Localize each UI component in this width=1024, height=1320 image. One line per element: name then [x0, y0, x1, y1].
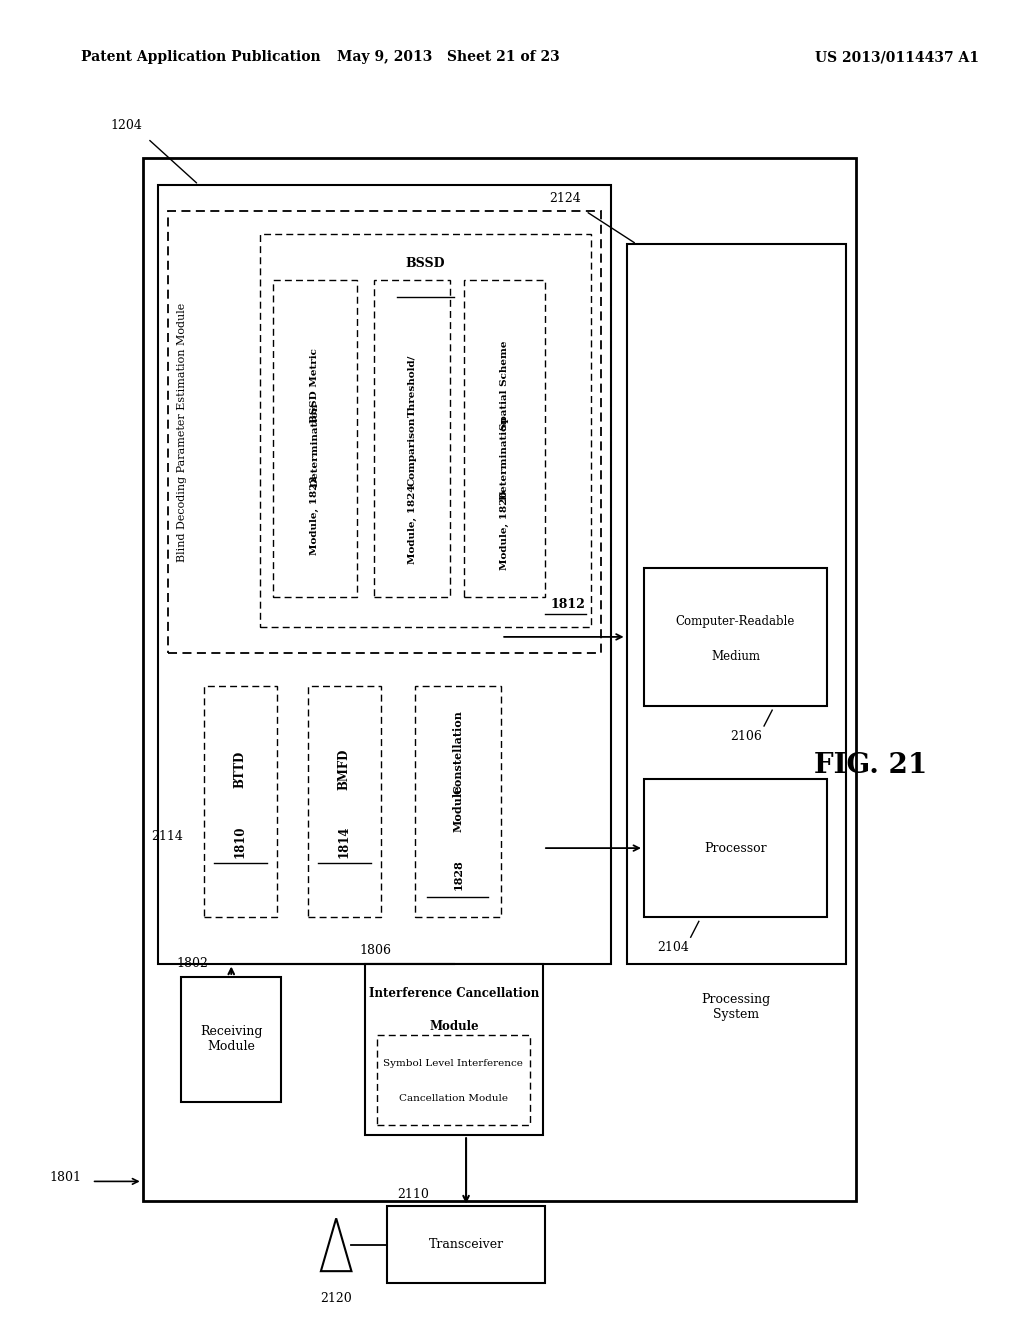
Text: 2114: 2114 [151, 830, 182, 842]
Text: 2110: 2110 [397, 1188, 429, 1201]
Text: Module: Module [429, 1020, 478, 1034]
Text: Spatial Scheme: Spatial Scheme [500, 341, 509, 430]
Text: 1828: 1828 [453, 859, 464, 890]
Text: May 9, 2013   Sheet 21 of 23: May 9, 2013 Sheet 21 of 23 [337, 50, 559, 65]
Text: Processing
System: Processing System [701, 993, 771, 1020]
FancyBboxPatch shape [644, 568, 827, 706]
Text: Constellation: Constellation [453, 710, 464, 793]
FancyBboxPatch shape [181, 977, 282, 1102]
Text: US 2013/0114437 A1: US 2013/0114437 A1 [815, 50, 979, 65]
Text: Interference Cancellation: Interference Cancellation [369, 987, 539, 1001]
Text: Medium: Medium [711, 651, 760, 663]
Text: Module, 1822: Module, 1822 [310, 475, 319, 554]
Text: 1802: 1802 [176, 957, 208, 970]
Text: 2104: 2104 [656, 941, 689, 954]
Text: 1806: 1806 [359, 944, 391, 957]
Text: BMFD: BMFD [338, 748, 351, 789]
Text: FIG. 21: FIG. 21 [814, 752, 928, 779]
Text: 1204: 1204 [111, 119, 142, 132]
Text: 1814: 1814 [338, 825, 351, 858]
FancyBboxPatch shape [168, 211, 601, 653]
FancyBboxPatch shape [158, 185, 611, 964]
Text: Blind Decoding Parameter Estimation Module: Blind Decoding Parameter Estimation Modu… [177, 302, 187, 562]
Text: Comparison: Comparison [408, 417, 417, 486]
Text: 1801: 1801 [49, 1171, 82, 1184]
Text: 2120: 2120 [321, 1292, 352, 1305]
FancyBboxPatch shape [387, 1206, 545, 1283]
Text: Determination: Determination [500, 416, 509, 500]
FancyBboxPatch shape [415, 686, 501, 917]
FancyBboxPatch shape [365, 964, 543, 1135]
Text: Module: Module [453, 785, 464, 832]
Text: BSSD: BSSD [406, 257, 445, 271]
Text: Receiving
Module: Receiving Module [200, 1026, 262, 1053]
FancyBboxPatch shape [204, 686, 278, 917]
Text: Threshold/: Threshold/ [408, 354, 417, 417]
Text: Module, 1824: Module, 1824 [408, 484, 417, 564]
Text: BSSD Metric: BSSD Metric [310, 348, 319, 422]
FancyBboxPatch shape [464, 280, 545, 597]
Text: 2106: 2106 [730, 730, 762, 743]
FancyBboxPatch shape [142, 158, 856, 1201]
FancyBboxPatch shape [644, 779, 827, 917]
FancyBboxPatch shape [307, 686, 381, 917]
Text: 1812: 1812 [551, 598, 586, 611]
Text: 1810: 1810 [233, 825, 247, 858]
Text: Computer-Readable: Computer-Readable [676, 615, 796, 627]
Text: Transceiver: Transceiver [428, 1238, 504, 1251]
FancyBboxPatch shape [260, 234, 591, 627]
FancyBboxPatch shape [627, 244, 846, 964]
Text: Determination: Determination [310, 403, 319, 487]
FancyBboxPatch shape [273, 280, 356, 597]
FancyBboxPatch shape [377, 1035, 529, 1125]
Text: Symbol Level Interference: Symbol Level Interference [383, 1060, 523, 1068]
Text: Module, 1826: Module, 1826 [500, 491, 509, 570]
Text: Patent Application Publication: Patent Application Publication [82, 50, 322, 65]
FancyBboxPatch shape [374, 280, 451, 597]
Text: Cancellation Module: Cancellation Module [398, 1094, 508, 1102]
Text: 2124: 2124 [549, 191, 581, 205]
Text: BTTD: BTTD [233, 750, 247, 788]
Text: Processor: Processor [705, 842, 767, 854]
